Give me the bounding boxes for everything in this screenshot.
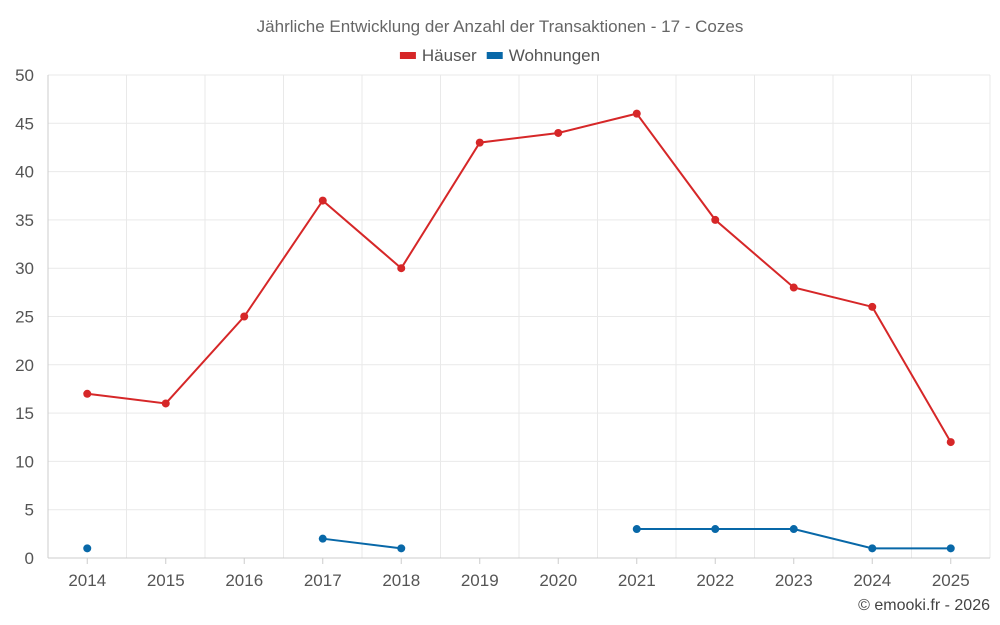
- data-point[interactable]: [83, 389, 92, 398]
- legend: Häuser Wohnungen: [399, 46, 600, 65]
- legend-swatch: [399, 52, 416, 59]
- x-axis: 2014 2015 2016 2017 2018 2019 2020 2021 2022 2023…: [68, 558, 970, 590]
- y-tick-label: 0: [25, 549, 34, 568]
- x-tick-label: 2022: [696, 571, 734, 590]
- data-point[interactable]: [632, 525, 641, 534]
- data-point[interactable]: [868, 544, 877, 553]
- series-line: [87, 112, 952, 443]
- y-tick-label: 25: [15, 308, 34, 327]
- data-point[interactable]: [632, 109, 641, 118]
- x-tick-label: 2018: [382, 571, 420, 590]
- chart-title: Jährliche Entwicklung der Anzahl der Tra…: [257, 17, 744, 36]
- grid-lines: [47, 74, 991, 559]
- data-point[interactable]: [318, 534, 327, 543]
- x-tick-label: 2023: [775, 571, 813, 590]
- y-tick-label: 20: [15, 356, 34, 375]
- x-tick-label: 2015: [147, 571, 185, 590]
- y-tick-label: 15: [15, 404, 34, 423]
- data-point[interactable]: [554, 128, 563, 137]
- x-tick-label: 2019: [461, 571, 499, 590]
- credit-text: © emooki.fr - 2026: [858, 597, 990, 614]
- data-point[interactable]: [475, 138, 484, 147]
- data-point[interactable]: [397, 544, 406, 553]
- y-tick-label: 5: [25, 501, 34, 520]
- data-point[interactable]: [83, 544, 92, 553]
- data-point[interactable]: [711, 215, 720, 224]
- x-tick-label: 2024: [853, 571, 891, 590]
- series-0: [83, 109, 955, 447]
- data-point[interactable]: [161, 399, 170, 408]
- y-axis: 0 5 10 15 20 25 30 35 40 45 50: [15, 66, 34, 568]
- data-point[interactable]: [946, 544, 955, 553]
- x-tick-label: 2017: [304, 571, 342, 590]
- legend-label: Häuser: [422, 46, 477, 65]
- y-tick-label: 30: [15, 259, 34, 278]
- data-point[interactable]: [397, 264, 406, 273]
- y-tick-label: 50: [15, 66, 34, 85]
- series-1: [83, 525, 955, 553]
- y-tick-label: 40: [15, 163, 34, 182]
- x-tick-label: 2016: [225, 571, 263, 590]
- y-tick-label: 10: [15, 452, 34, 471]
- legend-swatch: [486, 52, 503, 59]
- x-tick-label: 2025: [932, 571, 970, 590]
- x-tick-label: 2014: [68, 571, 106, 590]
- series-line: [322, 537, 402, 550]
- y-tick-label: 45: [15, 114, 34, 133]
- data-point[interactable]: [711, 525, 720, 534]
- data-point[interactable]: [789, 283, 798, 292]
- series-layer: [83, 109, 955, 553]
- data-point[interactable]: [946, 438, 955, 447]
- data-point[interactable]: [789, 525, 798, 534]
- y-tick-label: 35: [15, 211, 34, 230]
- data-point[interactable]: [868, 302, 877, 311]
- legend-label: Wohnungen: [509, 46, 600, 65]
- x-tick-label: 2021: [618, 571, 656, 590]
- data-point[interactable]: [240, 312, 249, 321]
- data-point[interactable]: [318, 196, 327, 205]
- x-tick-label: 2020: [539, 571, 577, 590]
